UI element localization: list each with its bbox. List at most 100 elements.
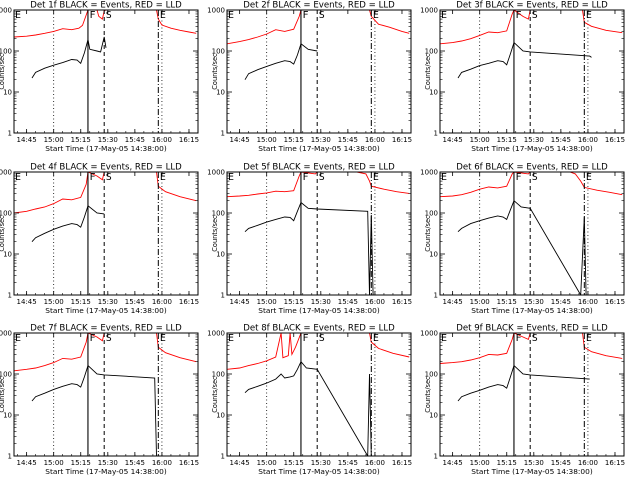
panel-title: Det 2f BLACK = Events, RED = LLD — [243, 1, 395, 11]
y-tick-label: 1000 — [207, 169, 225, 177]
x-tick-label: 16:00 — [365, 298, 385, 306]
x-tick-label: 15:30 — [524, 459, 544, 467]
start-marker-label: E — [441, 333, 447, 344]
y-tick-label: 1000 — [420, 330, 438, 338]
plot-frame — [439, 9, 625, 134]
y-tick-label: 1000 — [207, 7, 225, 15]
x-tick-label: 14:45 — [17, 298, 37, 306]
start-marker-label: E — [441, 172, 447, 183]
x-tick-label: 14:45 — [230, 136, 250, 144]
x-axis-label: Start Time (17-May-05 14:38:00) — [471, 467, 593, 476]
y-tick-label: 100 — [0, 48, 12, 56]
start-marker-label: E — [15, 10, 21, 21]
series-lld-line — [227, 333, 410, 370]
x-tick-label: 16:15 — [605, 298, 625, 306]
y-tick-label: 100 — [0, 210, 12, 218]
x-tick-label: 16:00 — [152, 459, 172, 467]
x-tick-label: 15:45 — [551, 136, 571, 144]
saa-marker-label: S — [106, 10, 112, 21]
x-tick-label: 15:00 — [470, 136, 490, 144]
y-axis-label: Counts/sec — [0, 376, 6, 413]
y-tick-label: 1000 — [420, 7, 438, 15]
x-tick-label: 15:30 — [311, 298, 331, 306]
x-tick-label: 14:45 — [443, 298, 463, 306]
flare-marker-label: F — [515, 333, 521, 344]
plot-frame — [13, 171, 199, 296]
start-marker-label: E — [228, 10, 234, 21]
saa-marker-label: S — [532, 10, 538, 21]
saa-marker-label: S — [106, 333, 112, 344]
y-tick-label: 1 — [221, 130, 225, 138]
x-tick-label: 15:45 — [338, 459, 358, 467]
x-tick-label: 16:15 — [179, 136, 199, 144]
series-lld-line — [440, 10, 623, 45]
x-tick-label: 15:00 — [470, 459, 490, 467]
x-tick-label: 14:45 — [443, 459, 463, 467]
start-marker-label: E — [15, 333, 21, 344]
flare-marker-label: F — [515, 10, 521, 21]
x-tick-label: 14:45 — [230, 298, 250, 306]
plot-frame — [226, 171, 412, 296]
saa-marker-label: S — [319, 10, 325, 21]
flare-marker-label: F — [515, 172, 521, 183]
y-tick-label: 100 — [425, 210, 438, 218]
series-events-line — [244, 360, 372, 456]
y-tick-label: 100 — [212, 210, 225, 218]
x-tick-label: 16:00 — [365, 459, 385, 467]
x-tick-label: 16:00 — [152, 136, 172, 144]
y-tick-label: 1 — [434, 292, 438, 300]
y-tick-label: 1 — [221, 453, 225, 461]
panel-title: Det 7f BLACK = Events, RED = LLD — [30, 324, 182, 334]
x-tick-label: 15:30 — [311, 459, 331, 467]
series-lld-line — [14, 172, 197, 214]
y-tick-label: 10 — [216, 89, 225, 97]
x-tick-label: 16:15 — [605, 459, 625, 467]
x-tick-label: 15:00 — [44, 136, 64, 144]
y-axis-label: Counts/sec — [0, 215, 6, 252]
x-tick-label: 16:00 — [578, 136, 598, 144]
y-tick-label: 100 — [212, 48, 225, 56]
x-tick-label: 16:00 — [152, 298, 172, 306]
x-tick-label: 15:30 — [98, 298, 118, 306]
y-tick-label: 10 — [429, 89, 438, 97]
end-marker-label: E — [373, 10, 379, 21]
x-tick-label: 15:00 — [257, 136, 277, 144]
x-tick-label: 14:45 — [443, 136, 463, 144]
flare-marker-label: F — [302, 172, 308, 183]
start-marker-label: E — [15, 172, 21, 183]
x-axis-label: Start Time (17-May-05 14:38:00) — [258, 467, 380, 476]
series-lld-line — [440, 333, 623, 364]
series-events-line — [457, 364, 590, 402]
end-marker-label: E — [586, 333, 592, 344]
flare-marker-label: F — [302, 333, 308, 344]
end-marker-label: E — [586, 172, 592, 183]
y-tick-label: 1 — [8, 292, 12, 300]
x-tick-label: 15:45 — [125, 136, 145, 144]
series-events-line — [457, 41, 592, 79]
y-tick-label: 1 — [221, 292, 225, 300]
panel-title: Det 6f BLACK = Events, RED = LLD — [456, 163, 608, 173]
x-tick-label: 15:15 — [497, 298, 517, 306]
x-tick-label: 15:45 — [551, 298, 571, 306]
end-marker-label: E — [160, 333, 166, 344]
x-tick-label: 14:45 — [17, 459, 37, 467]
saa-marker-label: S — [319, 333, 325, 344]
x-axis-label: Start Time (17-May-05 14:38:00) — [471, 144, 593, 153]
x-tick-label: 16:00 — [578, 459, 598, 467]
end-marker-label: E — [586, 10, 592, 21]
saa-marker-label: S — [532, 333, 538, 344]
panel-title: Det 8f BLACK = Events, RED = LLD — [243, 324, 395, 334]
plot-frame — [13, 9, 199, 134]
end-marker-label: E — [373, 333, 379, 344]
y-tick-label: 1 — [8, 130, 12, 138]
x-tick-label: 15:00 — [44, 459, 64, 467]
x-tick-label: 15:30 — [524, 136, 544, 144]
series-events-line — [31, 205, 105, 243]
x-tick-label: 15:30 — [98, 459, 118, 467]
series-events-line — [31, 36, 107, 79]
